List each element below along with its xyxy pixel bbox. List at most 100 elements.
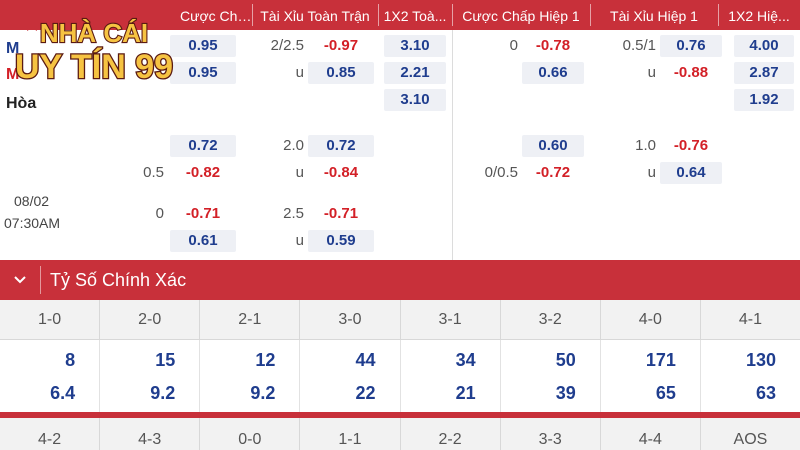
score-odd-home[interactable]: 44 [355,350,376,370]
odd-ft-1x2-draw[interactable]: 3.10 [384,89,446,111]
score-label: 4-4 [601,418,701,450]
col-h1-1x2[interactable]: 1X2 Hiệ... [728,8,790,24]
col-h1-over-under[interactable]: Tài Xỉu Hiệp 1 [610,8,698,24]
ft-ou-line: 2/2.5 [270,37,304,54]
odd-ft-hdp[interactable]: -0.82 [185,164,221,181]
match-date: 08/02 [14,193,50,209]
score-odd-home[interactable]: 130 [745,350,776,370]
odd-ft-under[interactable]: -0.84 [323,164,359,181]
score-labels-row-2: 4-2 4-3 0-0 1-1 2-2 3-3 4-4 AOS [0,418,800,450]
odd-ft-hdp[interactable]: 0.72 [170,135,236,157]
odd-ft-under[interactable]: 0.85 [308,62,374,84]
odd-ft-hdp-home[interactable]: 0.95 [170,35,236,57]
team-home[interactable]: M [6,40,20,57]
score-label: 4-0 [601,300,701,339]
header-divider [378,4,379,26]
h1-hdp-line: 0 [509,37,518,54]
odds-header: Cược Chấp Toàn ... Tài Xỉu Toàn Trận 1X2… [0,0,800,30]
logo-line1: NHÀ CÁI [40,18,148,48]
odd-h1-hdp-away[interactable]: 0.66 [522,62,584,84]
score-labels-row: 1-0 2-0 2-1 3-0 3-1 3-2 4-0 4-1 [0,300,800,340]
ft-ou-under-label: u [295,232,304,249]
correct-score-title: Tỷ Số Chính Xác [50,270,187,290]
score-label: 2-2 [401,418,501,450]
odd-h1-under[interactable]: 0.64 [660,162,722,184]
odd-h1-under[interactable]: -0.88 [673,64,709,81]
match-time: 07:30AM [4,215,61,231]
score-odd-away[interactable]: 21 [455,383,476,403]
score-odd-away[interactable]: 63 [755,383,776,403]
col-ft-over-under[interactable]: Tài Xỉu Toàn Trận [260,8,370,24]
odd-h1-1x2-home[interactable]: 4.00 [734,35,794,57]
score-label: 2-1 [200,300,301,339]
score-label: 3-2 [501,300,601,339]
score-odd-home[interactable]: 15 [155,350,176,370]
score-odds-cell: 44 22 [300,340,401,412]
score-odd-away[interactable]: 9.2 [150,383,176,403]
odd-h1-1x2-draw[interactable]: 1.92 [734,89,794,111]
score-odd-away[interactable]: 6.4 [50,383,76,403]
correct-score-header[interactable]: Tỷ Số Chính Xác [0,260,800,300]
score-label: 4-1 [738,311,762,328]
score-odds-row: 8 6.4 15 9.2 12 9.2 44 22 34 21 50 39 171 65 13… [0,340,800,412]
odd-ft-hdp-away[interactable]: 0.95 [170,62,236,84]
score-odd-away[interactable]: 22 [355,383,376,403]
ft-ou-under-label: u [295,64,304,81]
h1-ou-under-label: u [647,164,656,181]
score-odd-home[interactable]: 8 [65,350,76,370]
score-label: 0-0 [200,418,301,450]
score-label: 3-0 [300,300,401,339]
score-odd-home[interactable]: 34 [455,350,476,370]
odd-h1-over[interactable]: -0.76 [673,137,709,154]
score-odds-cell: 34 21 [401,340,501,412]
odd-ft-1x2-home[interactable]: 3.10 [384,35,446,57]
col-ft-handicap[interactable]: Cược Chấp Toàn ... [180,8,252,24]
odd-ft-over[interactable]: -0.71 [323,205,359,222]
odd-ft-hdp[interactable]: -0.71 [185,205,221,222]
h1-ou-line: 1.0 [635,137,656,154]
score-label: 1-1 [300,418,401,450]
score-label: 4-3 [100,418,201,450]
score-odds-cell: 8 6.4 [0,340,101,412]
odd-ft-under[interactable]: 0.59 [308,230,374,252]
chevron-down-icon[interactable] [12,272,28,288]
team-away[interactable]: M [6,66,20,83]
score-label: 2-0 [100,300,201,339]
score-label: AOS [733,431,768,448]
logo-line2: UY TÍN 99 [15,48,173,86]
odd-ft-over[interactable]: -0.97 [323,37,359,54]
section-divider [0,412,800,418]
score-odd-home[interactable]: 12 [255,350,276,370]
draw-label: Hòa [6,95,37,112]
odd-h1-1x2-away[interactable]: 2.87 [734,62,794,84]
odd-h1-hdp-home[interactable]: -0.78 [535,37,571,54]
odd-h1-hdp[interactable]: -0.72 [535,164,571,181]
score-odd-home[interactable]: 50 [555,350,576,370]
h1-ou-line: 0.5/1 [622,37,656,54]
h1-ou-under-label: u [647,64,656,81]
header-divider [452,4,453,26]
header-divider [718,4,719,26]
score-odd-home[interactable]: 171 [645,350,676,370]
odd-ft-1x2-away[interactable]: 2.21 [384,62,446,84]
score-odds-cell: 12 9.2 [200,340,301,412]
half-divider [452,30,453,260]
score-odds-cell: 15 9.2 [100,340,201,412]
odd-ft-hdp[interactable]: 0.61 [170,230,236,252]
score-odd-away[interactable]: 39 [555,383,576,403]
ft-ou-line: 2.0 [283,137,304,154]
header-divider [40,266,41,294]
ft-ou-line: 2.5 [283,205,304,222]
odd-ft-over[interactable]: 0.72 [308,135,374,157]
h1-hdp-line: 0/0.5 [484,164,518,181]
score-odd-away[interactable]: 9.2 [250,383,276,403]
col-h1-handicap[interactable]: Cược Chấp Hiệp 1 [462,8,580,24]
odd-h1-hdp[interactable]: 0.60 [522,135,584,157]
odd-h1-over[interactable]: 0.76 [660,35,722,57]
score-odd-away[interactable]: 65 [655,383,676,403]
score-odds-cell: 171 65 [601,340,701,412]
score-odds-cell: 50 39 [501,340,601,412]
score-label: 4-2 [0,418,101,450]
col-ft-1x2[interactable]: 1X2 Toà... [383,8,447,24]
ft-hdp-line: 0.5 [143,164,164,181]
